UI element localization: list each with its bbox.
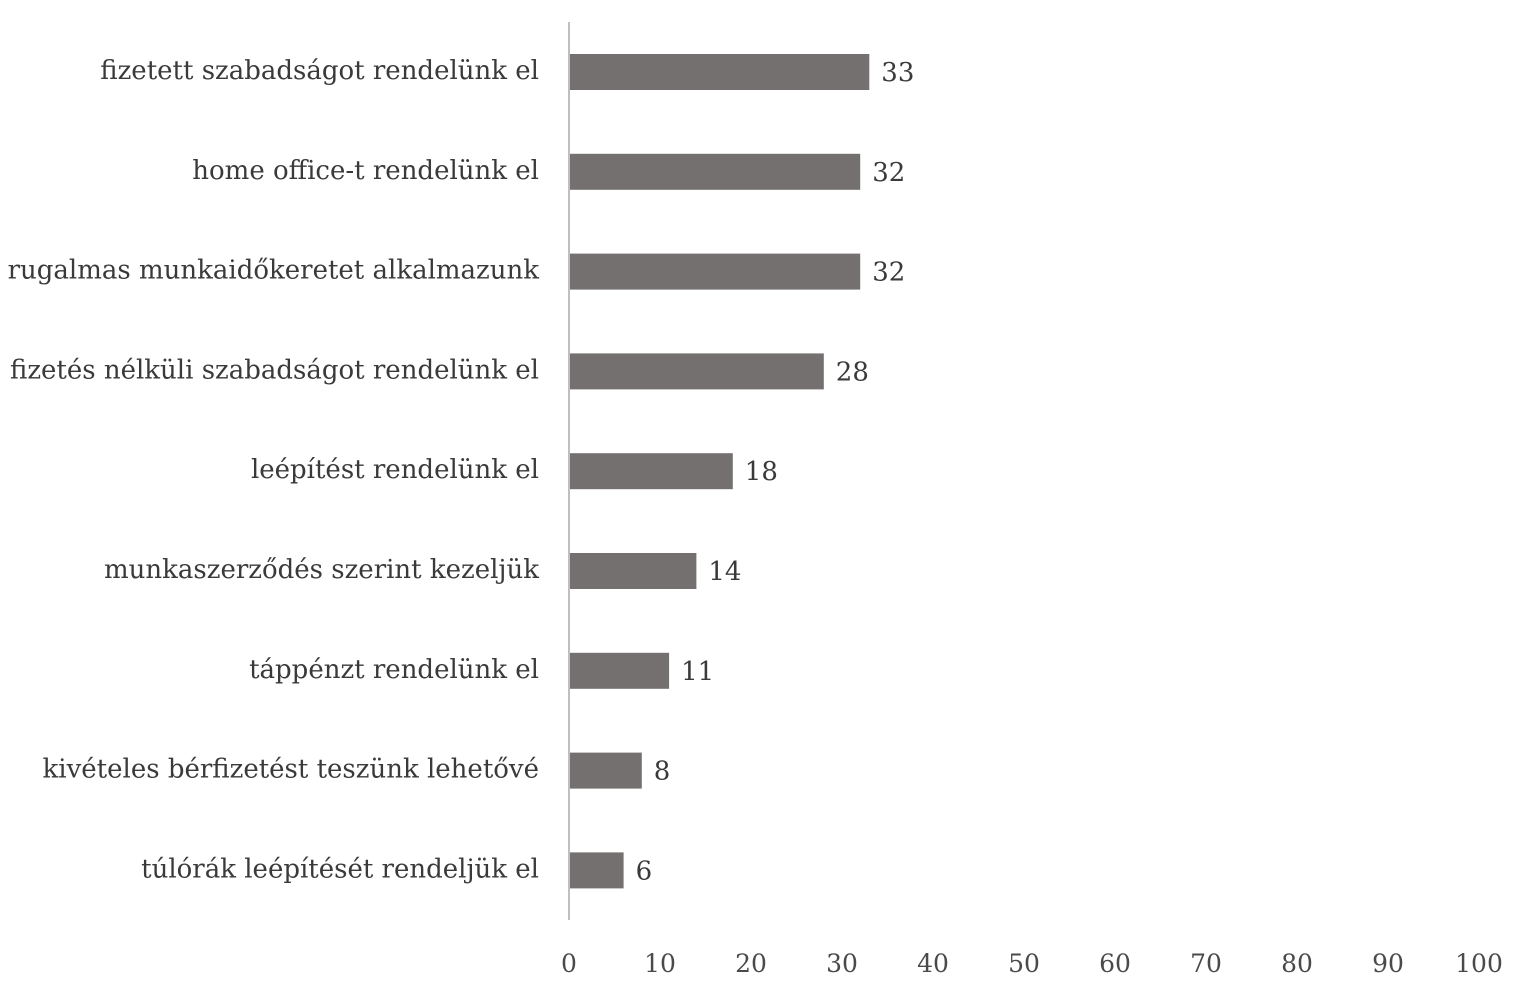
value-label-6: 14 [708,557,741,587]
value-label-1: 33 [881,58,914,88]
x-tick-label-0: 0 [561,949,577,978]
category-label-1: fizetett szabadságot rendelünk el [100,56,539,86]
bar-1 [570,54,870,90]
x-tick-label-50: 50 [1008,949,1040,978]
value-labels: 33 32 32 28 18 14 11 8 6 [636,58,915,886]
bar-9 [570,852,624,889]
category-label-5: leépítést rendelünk el [251,455,539,485]
value-label-2: 32 [872,158,905,188]
bars-layer [570,54,870,889]
bar-4 [570,353,824,390]
value-label-8: 8 [654,757,671,787]
category-labels: fizetett szabadságot rendelünk el home of… [8,56,540,884]
x-tick-label-80: 80 [1281,949,1313,978]
bar-5 [570,453,733,490]
x-tick-label-70: 70 [1190,949,1222,978]
x-tick-label-40: 40 [917,949,949,978]
value-label-3: 32 [872,258,905,288]
bar-7 [570,652,670,689]
value-label-9: 6 [636,856,653,886]
category-label-4: fizetés nélküli szabadságot rendelünk el [10,355,539,385]
x-tick-label-10: 10 [644,949,676,978]
category-label-3: rugalmas munkaidőkeretet alkalmazunk [8,256,540,286]
x-tick-label-90: 90 [1372,949,1404,978]
x-tick-label-20: 20 [735,949,767,978]
bar-3 [570,253,861,290]
value-label-5: 18 [745,457,778,487]
value-label-4: 28 [836,357,869,387]
value-label-7: 11 [681,657,714,687]
x-tick-label-60: 60 [1099,949,1131,978]
category-label-8: kivételes bérfizetést teszünk lehetővé [43,755,539,785]
bar-2 [570,153,861,190]
category-label-7: táppénzt rendelünk el [249,655,539,685]
x-axis-tick-labels: 0 10 20 30 40 50 60 70 80 90 100 [561,949,1503,978]
category-label-2: home office-t rendelünk el [192,156,539,186]
bar-8 [570,752,642,789]
x-tick-label-30: 30 [826,949,858,978]
x-tick-label-100: 100 [1455,949,1503,978]
bar-6 [570,553,697,589]
category-label-6: munkaszerződés szerint kezeljük [104,555,539,585]
category-label-9: túlórák leépítését rendeljük el [141,854,539,884]
